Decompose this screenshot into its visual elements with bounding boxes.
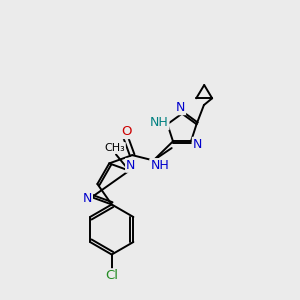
- Text: N: N: [126, 159, 135, 172]
- Text: NH: NH: [151, 159, 169, 172]
- Text: Cl: Cl: [105, 269, 118, 282]
- Text: N: N: [176, 101, 185, 114]
- Text: CH₃: CH₃: [104, 143, 125, 153]
- Text: N: N: [82, 192, 92, 205]
- Text: O: O: [121, 125, 132, 138]
- Text: NH: NH: [150, 116, 169, 129]
- Text: NH: NH: [151, 159, 169, 172]
- Text: N: N: [193, 138, 202, 151]
